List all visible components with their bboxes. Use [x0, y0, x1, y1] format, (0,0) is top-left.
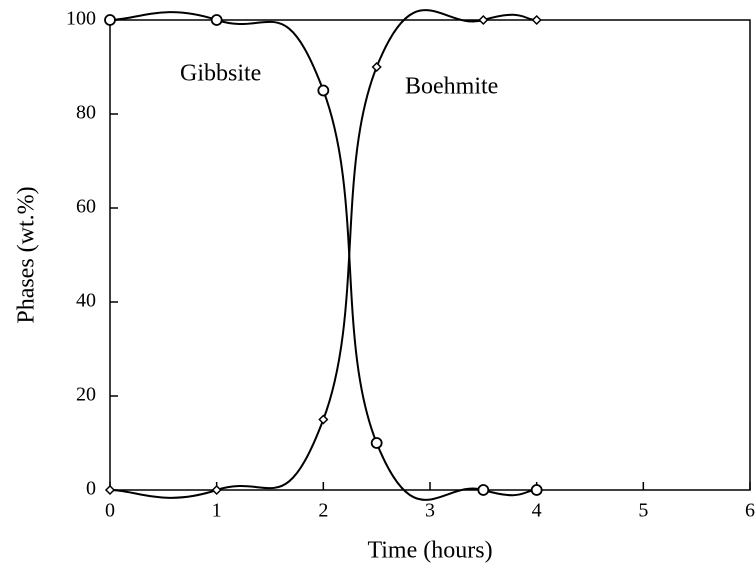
marker — [478, 14, 489, 26]
marker — [531, 14, 542, 26]
x-tick-label: 4 — [532, 500, 542, 522]
y-tick-label: 80 — [76, 102, 96, 124]
y-tick-label: 20 — [76, 384, 96, 406]
marker — [530, 484, 543, 496]
x-tick-label: 0 — [105, 500, 115, 522]
x-tick-label: 3 — [425, 500, 435, 522]
y-tick-label: 0 — [86, 478, 96, 500]
series-label: Boehmite — [405, 74, 498, 100]
x-tick-label: 1 — [212, 500, 222, 522]
marker — [318, 414, 329, 425]
y-tick-label: 100 — [66, 8, 96, 30]
marker — [211, 484, 222, 496]
x-axis-label: Time (hours) — [367, 538, 492, 564]
x-tick-label: 6 — [745, 500, 755, 522]
marker — [104, 14, 116, 26]
marker — [371, 61, 382, 73]
x-tick-label: 5 — [638, 500, 648, 522]
marker — [370, 437, 383, 449]
marker — [104, 484, 116, 496]
marker — [317, 84, 330, 97]
y-tick-label: 60 — [76, 196, 96, 218]
series-label: Gibbsite — [180, 61, 261, 87]
y-axis-label: Phases (wt.%) — [14, 186, 40, 323]
x-tick-label: 2 — [318, 500, 328, 522]
marker — [477, 484, 490, 496]
marker — [210, 14, 223, 26]
y-tick-label: 40 — [76, 290, 96, 312]
